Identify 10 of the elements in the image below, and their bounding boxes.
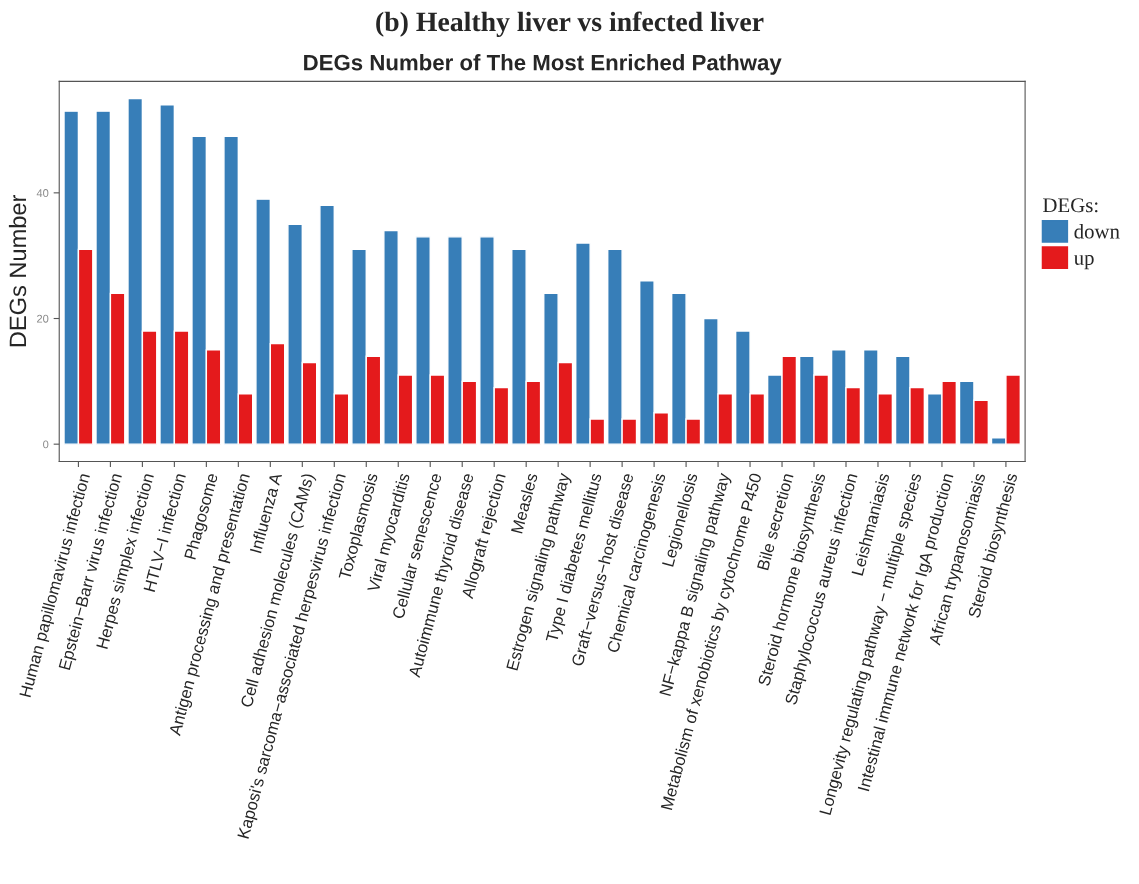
y-tick-label: 20	[37, 314, 49, 323]
chart-subtitle: DEGs Number of The Most Enriched Pathway	[304, 54, 782, 75]
x-tick-label: Measles	[510, 472, 538, 534]
y-tick-label: 0	[43, 440, 49, 449]
y-axis-title: DEGs Number	[8, 195, 27, 347]
y-tick-label: 40	[36, 189, 49, 197]
legend-label: down	[1074, 223, 1120, 239]
legend-title: DEGs:	[1043, 198, 1098, 213]
chart-title: (b) Healthy liver vs infected liver	[376, 11, 764, 37]
legend-label: up	[1073, 254, 1094, 270]
